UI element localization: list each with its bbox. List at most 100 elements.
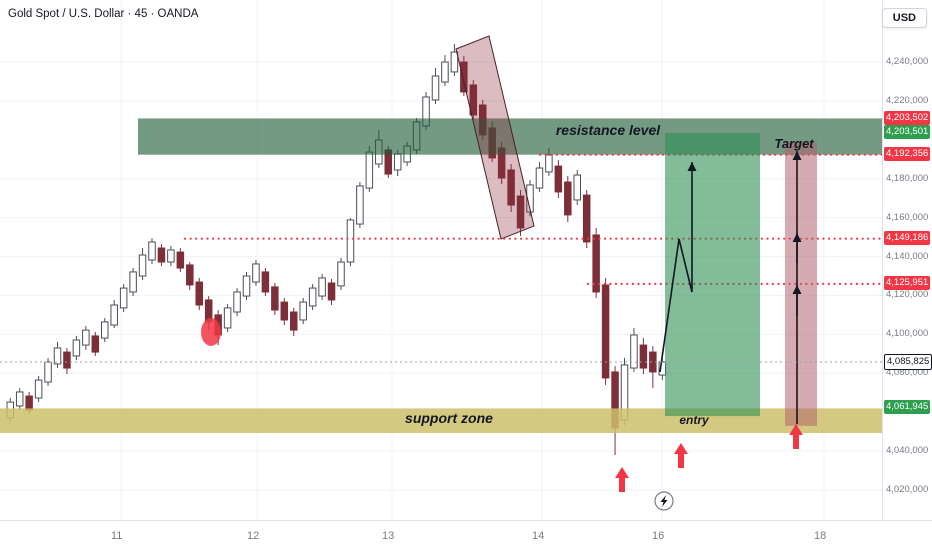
time-tick-label: 16 bbox=[652, 530, 665, 542]
time-tick-label: 14 bbox=[532, 530, 545, 542]
buy-signal-arrow[interactable] bbox=[674, 443, 688, 468]
candle-body bbox=[308, 287, 317, 307]
candle-body bbox=[290, 311, 298, 331]
support-top-price-badge: 4,061,945 bbox=[884, 400, 931, 415]
candle-body bbox=[469, 84, 478, 116]
candle-body bbox=[157, 247, 166, 263]
candle-body bbox=[441, 61, 449, 83]
time-tick-label: 18 bbox=[814, 530, 827, 542]
candle-body bbox=[101, 321, 109, 339]
candle-body bbox=[44, 361, 52, 383]
candle-body bbox=[119, 287, 128, 309]
candle-body bbox=[450, 51, 459, 73]
candle-body bbox=[271, 286, 279, 311]
entry-zone-top-price-badge: 4,203,501 bbox=[884, 125, 931, 139]
target-mid-arrow-2-head bbox=[792, 285, 802, 294]
candle-body bbox=[601, 284, 610, 379]
candle-body bbox=[25, 395, 33, 411]
price-tick-label: 4,120,000 bbox=[886, 289, 929, 301]
candle-body bbox=[53, 347, 62, 365]
candle-body bbox=[110, 304, 118, 326]
symbol-legend[interactable]: Gold Spot / U.S. Dollar · 45 · OANDA bbox=[8, 8, 199, 20]
target-mid-arrow-1-head bbox=[792, 233, 802, 242]
entry-projection-zigzag-head bbox=[687, 162, 697, 171]
candle-body bbox=[460, 61, 468, 93]
time-axis[interactable]: 11 12 13 14 16 18 bbox=[0, 520, 932, 550]
current-price-badge: 4,085,825 bbox=[884, 353, 932, 370]
candle-body bbox=[535, 167, 544, 189]
candle-body bbox=[299, 301, 307, 321]
candle-body bbox=[280, 301, 289, 321]
candle-body bbox=[516, 195, 525, 229]
price-tick-label: 4,040,000 bbox=[886, 445, 929, 457]
buy-signal-arrow[interactable] bbox=[789, 424, 803, 449]
entry-label[interactable]: entry bbox=[679, 413, 710, 427]
level-4149186-badge: 4,149,186 bbox=[884, 230, 931, 245]
level-4125951-badge: 4,125,951 bbox=[884, 275, 931, 290]
target-zone[interactable] bbox=[785, 141, 817, 426]
price-axis[interactable]: 4,240,000 4,220,000 4,180,000 4,160,000 4,14… bbox=[882, 0, 932, 520]
price-tick-label: 4,160,000 bbox=[886, 211, 929, 223]
highlight-ellipse[interactable] bbox=[201, 318, 221, 346]
price-tick-label: 4,180,000 bbox=[886, 172, 929, 184]
resistance-level-label[interactable]: resistance level bbox=[556, 122, 661, 138]
candle-body bbox=[34, 379, 43, 399]
candle-body bbox=[233, 291, 241, 313]
time-tick-label: 12 bbox=[247, 530, 260, 542]
candle-body bbox=[573, 174, 581, 201]
candle-body bbox=[176, 251, 185, 269]
candle-body bbox=[318, 277, 326, 297]
price-tick-label: 4,020,000 bbox=[886, 484, 929, 495]
candle-body bbox=[545, 154, 553, 173]
candle-body bbox=[129, 271, 137, 293]
candle-body bbox=[82, 329, 90, 346]
price-tick-label: 4,100,000 bbox=[886, 328, 929, 340]
candle-body bbox=[195, 281, 203, 306]
time-tick-label: 11 bbox=[111, 530, 123, 542]
candle-body bbox=[337, 261, 345, 287]
candle-body bbox=[526, 184, 534, 213]
resistance-bottom-price-badge: 4,192,356 bbox=[884, 146, 931, 161]
candle-body bbox=[261, 271, 270, 293]
candle-body bbox=[15, 391, 24, 407]
candle-body bbox=[564, 181, 572, 216]
candle-body bbox=[148, 241, 156, 261]
price-tick-label: 4,080,000 bbox=[886, 367, 929, 379]
target-label[interactable]: Target bbox=[774, 136, 814, 151]
price-tick-label: 4,240,000 bbox=[886, 56, 929, 67]
trend-channel[interactable] bbox=[455, 35, 535, 240]
candle-body bbox=[592, 234, 600, 293]
candle-body bbox=[630, 334, 638, 369]
chart-pane[interactable]: resistance level support zone entry Target … bbox=[0, 0, 882, 520]
resistance-top-price-badge: 4,203,502 bbox=[884, 111, 931, 125]
candle-body bbox=[346, 219, 355, 263]
candle-body bbox=[167, 249, 175, 263]
currency-button[interactable]: USD bbox=[881, 8, 927, 28]
time-tick-label: 13 bbox=[382, 530, 395, 542]
candle-body bbox=[554, 165, 563, 193]
candle-body bbox=[365, 151, 374, 189]
candle-body bbox=[242, 275, 251, 297]
support-zone-label[interactable]: support zone bbox=[405, 410, 493, 426]
target-long-arrow-head bbox=[792, 151, 802, 160]
candle-body bbox=[431, 75, 440, 101]
candle-body bbox=[223, 307, 232, 329]
entry-zone[interactable] bbox=[665, 133, 760, 417]
entry-projection-zigzag[interactable] bbox=[659, 162, 693, 373]
candle-body bbox=[639, 344, 648, 369]
candle-body bbox=[91, 335, 100, 353]
price-tick-label: 4,220,000 bbox=[886, 94, 929, 106]
candle-body bbox=[393, 153, 402, 171]
candle-body bbox=[356, 185, 364, 225]
candlestick-chart[interactable]: resistance level support zone entry Target bbox=[0, 0, 882, 520]
price-tick-label: 4,140,000 bbox=[886, 250, 929, 262]
candle-body bbox=[63, 351, 71, 369]
candle-body bbox=[138, 254, 147, 277]
candle-body bbox=[327, 282, 336, 301]
buy-signal-arrow[interactable] bbox=[615, 467, 629, 492]
candle-body bbox=[72, 339, 81, 357]
candle-body bbox=[507, 169, 515, 206]
candle-body bbox=[252, 263, 260, 283]
candle-body bbox=[582, 194, 591, 243]
